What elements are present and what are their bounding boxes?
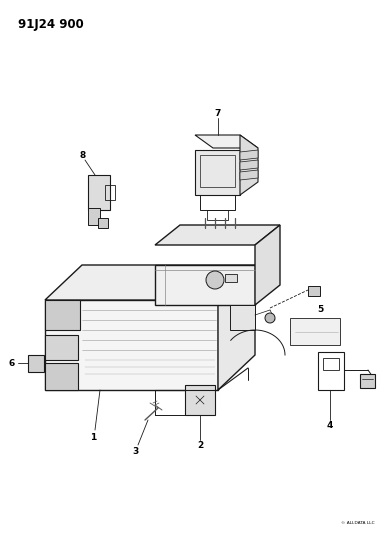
Polygon shape (195, 135, 258, 148)
Polygon shape (88, 175, 110, 210)
Text: 7: 7 (215, 109, 221, 117)
Text: 1: 1 (90, 432, 96, 441)
Polygon shape (45, 363, 78, 390)
Polygon shape (240, 135, 258, 195)
Polygon shape (240, 160, 258, 170)
Polygon shape (195, 150, 240, 195)
Polygon shape (45, 300, 80, 330)
Polygon shape (155, 265, 255, 305)
Text: 2: 2 (197, 441, 203, 450)
Polygon shape (290, 318, 340, 345)
Polygon shape (45, 335, 78, 360)
Polygon shape (240, 170, 258, 180)
Polygon shape (225, 274, 237, 282)
Text: © ALLDATA LLC: © ALLDATA LLC (342, 521, 375, 525)
Text: 6: 6 (9, 359, 15, 367)
Polygon shape (308, 286, 320, 296)
Text: 5: 5 (317, 305, 323, 314)
Polygon shape (155, 225, 280, 245)
Text: 4: 4 (327, 422, 333, 431)
Polygon shape (88, 208, 100, 225)
Polygon shape (255, 225, 280, 305)
Polygon shape (45, 300, 218, 390)
Polygon shape (218, 265, 255, 390)
Text: 8: 8 (80, 151, 86, 160)
Text: 91J24 900: 91J24 900 (18, 18, 84, 31)
Text: 3: 3 (133, 447, 139, 456)
Polygon shape (360, 374, 375, 388)
Polygon shape (45, 265, 255, 300)
Circle shape (206, 271, 224, 289)
Polygon shape (28, 355, 44, 372)
Polygon shape (240, 150, 258, 160)
Polygon shape (185, 385, 215, 415)
Polygon shape (230, 305, 255, 330)
Circle shape (265, 313, 275, 323)
Polygon shape (98, 218, 108, 228)
